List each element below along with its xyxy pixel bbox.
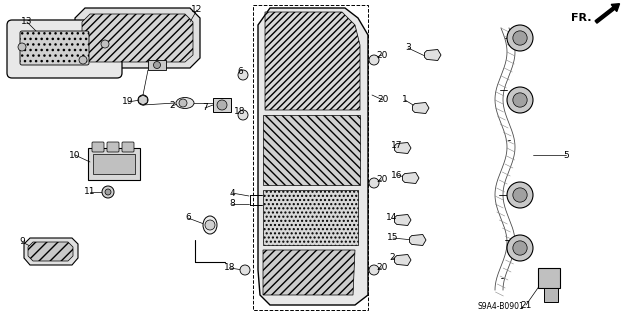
Text: 20: 20 <box>378 95 388 105</box>
Text: 8: 8 <box>229 199 235 209</box>
Ellipse shape <box>176 98 194 108</box>
Circle shape <box>79 56 87 64</box>
Circle shape <box>369 265 379 275</box>
Text: 20: 20 <box>376 263 388 272</box>
Circle shape <box>369 55 379 65</box>
Bar <box>213 98 231 112</box>
Polygon shape <box>263 250 355 295</box>
Circle shape <box>138 95 148 105</box>
FancyBboxPatch shape <box>107 142 119 152</box>
Text: 20: 20 <box>376 50 388 60</box>
Polygon shape <box>410 234 426 246</box>
Bar <box>538 268 560 288</box>
Circle shape <box>507 235 533 261</box>
Circle shape <box>238 110 248 120</box>
Text: 1: 1 <box>402 95 408 105</box>
Text: 15: 15 <box>387 234 399 242</box>
Circle shape <box>513 241 527 255</box>
Polygon shape <box>263 190 358 245</box>
Bar <box>253 5 368 310</box>
Text: 2: 2 <box>169 101 175 110</box>
Circle shape <box>18 43 26 51</box>
Circle shape <box>101 40 109 48</box>
Polygon shape <box>24 238 78 265</box>
Polygon shape <box>265 12 360 110</box>
Polygon shape <box>75 8 200 68</box>
Text: 6: 6 <box>185 213 191 222</box>
Text: S9A4-B0901: S9A4-B0901 <box>478 302 525 311</box>
Bar <box>93 154 135 174</box>
Polygon shape <box>139 95 147 105</box>
Text: 14: 14 <box>387 213 397 222</box>
Circle shape <box>205 220 215 230</box>
Text: 11: 11 <box>84 188 96 197</box>
FancyBboxPatch shape <box>7 20 122 78</box>
Text: 12: 12 <box>191 5 203 14</box>
Circle shape <box>240 265 250 275</box>
Bar <box>544 288 558 302</box>
Polygon shape <box>403 173 419 183</box>
Polygon shape <box>394 214 411 226</box>
Text: 20: 20 <box>376 175 388 184</box>
FancyBboxPatch shape <box>92 142 104 152</box>
Circle shape <box>513 93 527 107</box>
Circle shape <box>105 189 111 195</box>
Text: 19: 19 <box>122 98 134 107</box>
Text: 6: 6 <box>237 68 243 77</box>
Text: 9: 9 <box>19 238 25 247</box>
Text: 18: 18 <box>224 263 236 272</box>
Polygon shape <box>394 143 411 153</box>
Text: 4: 4 <box>229 189 235 197</box>
Text: 3: 3 <box>405 43 411 53</box>
Text: FR.: FR. <box>572 13 592 23</box>
Text: 21: 21 <box>520 300 532 309</box>
Bar <box>88 148 140 180</box>
Circle shape <box>102 186 114 198</box>
Text: 13: 13 <box>21 18 33 26</box>
Bar <box>148 60 166 70</box>
Text: 7: 7 <box>202 103 208 113</box>
Circle shape <box>513 188 527 202</box>
Circle shape <box>217 100 227 110</box>
Polygon shape <box>82 14 193 62</box>
FancyArrow shape <box>595 4 620 23</box>
Text: 2: 2 <box>389 254 395 263</box>
Circle shape <box>507 182 533 208</box>
Text: 18: 18 <box>234 108 246 116</box>
Text: 10: 10 <box>69 151 81 160</box>
Circle shape <box>513 31 527 45</box>
Circle shape <box>238 70 248 80</box>
Polygon shape <box>413 102 429 114</box>
Circle shape <box>507 87 533 113</box>
Circle shape <box>154 62 161 69</box>
Polygon shape <box>263 115 360 185</box>
Polygon shape <box>394 255 411 265</box>
Circle shape <box>179 99 187 107</box>
Circle shape <box>369 178 379 188</box>
Text: 5: 5 <box>563 151 569 160</box>
Polygon shape <box>424 49 441 61</box>
Text: 17: 17 <box>391 140 403 150</box>
Polygon shape <box>28 242 73 261</box>
Ellipse shape <box>203 216 217 234</box>
FancyBboxPatch shape <box>20 31 89 65</box>
Circle shape <box>507 25 533 51</box>
Text: 16: 16 <box>391 170 403 180</box>
FancyBboxPatch shape <box>122 142 134 152</box>
Polygon shape <box>258 8 368 305</box>
